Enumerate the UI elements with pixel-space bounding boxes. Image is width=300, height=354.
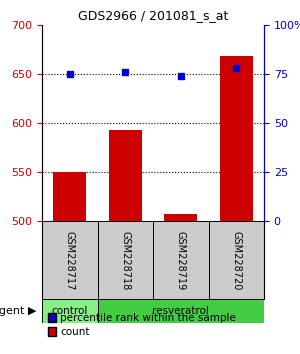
Bar xyxy=(164,214,197,221)
Bar xyxy=(109,130,142,221)
FancyBboxPatch shape xyxy=(98,299,264,323)
Text: GSM228717: GSM228717 xyxy=(65,230,75,290)
Text: percentile rank within the sample: percentile rank within the sample xyxy=(60,313,236,323)
Text: resveratrol: resveratrol xyxy=(152,306,209,316)
Text: GSM228719: GSM228719 xyxy=(176,230,186,290)
Text: count: count xyxy=(60,327,89,337)
Title: GDS2966 / 201081_s_at: GDS2966 / 201081_s_at xyxy=(78,9,228,22)
FancyBboxPatch shape xyxy=(98,221,153,299)
Bar xyxy=(53,172,86,221)
Text: GSM228720: GSM228720 xyxy=(231,230,241,290)
Bar xyxy=(220,56,253,221)
FancyBboxPatch shape xyxy=(153,221,208,299)
Text: agent ▶: agent ▶ xyxy=(0,306,37,316)
FancyBboxPatch shape xyxy=(42,299,98,323)
FancyBboxPatch shape xyxy=(42,221,98,299)
FancyBboxPatch shape xyxy=(208,221,264,299)
Text: GSM228718: GSM228718 xyxy=(120,230,130,290)
Text: control: control xyxy=(52,306,88,316)
